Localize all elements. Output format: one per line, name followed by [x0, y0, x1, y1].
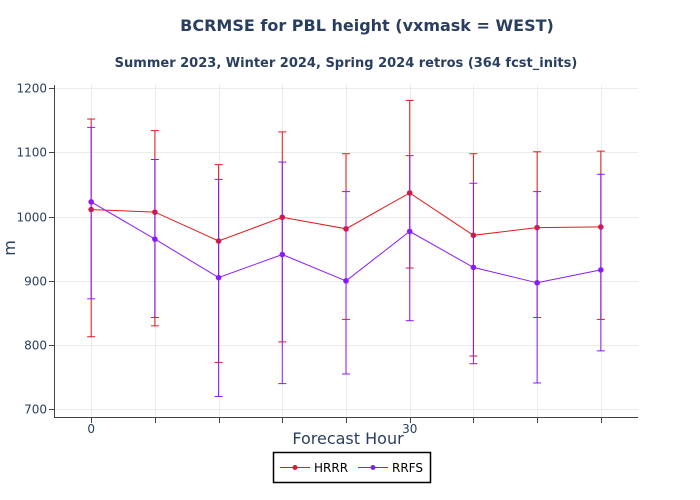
- data-point-rrfs: [343, 278, 349, 284]
- y-tick-label: 1100: [16, 146, 47, 160]
- chart-subtitle: Summer 2023, Winter 2024, Spring 2024 re…: [115, 56, 578, 71]
- legend-item-hrrr[interactable]: HRRR: [280, 461, 348, 475]
- data-point-rrfs: [88, 199, 94, 205]
- data-point-rrfs: [534, 279, 540, 286]
- data-point-rrfs: [152, 236, 158, 242]
- x-axis-title: Forecast Hour: [292, 429, 404, 448]
- chart-title: BCRMSE for PBL height (vxmask = WEST): [180, 16, 554, 35]
- data-point-rrfs: [470, 264, 477, 271]
- legend-item-rrfs[interactable]: RRFS: [358, 461, 423, 475]
- y-tick-label: 900: [24, 275, 47, 289]
- series-rrfs: [87, 126, 605, 397]
- y-tick-label: 800: [24, 339, 47, 353]
- y-axis-title: m: [0, 240, 19, 256]
- legend-marker-hrrr: [292, 465, 298, 470]
- legend: HRRR RRFS: [272, 451, 432, 484]
- series: [87, 99, 605, 397]
- y-tick-label: 700: [24, 403, 47, 417]
- legend-marker-rrfs: [370, 465, 376, 470]
- ticks: 700 800 900 1000 1100 1200 0 30: [16, 82, 602, 436]
- legend-label-hrrr: HRRR: [314, 461, 348, 475]
- x-tick-label: 0: [87, 422, 95, 436]
- legend-label-rrfs: RRFS: [392, 461, 423, 475]
- x-tick-label: 30: [402, 422, 417, 436]
- data-point-rrfs: [406, 228, 413, 235]
- data-point-rrfs: [279, 251, 286, 258]
- data-point-rrfs: [215, 274, 222, 281]
- y-tick-label: 1200: [16, 82, 47, 96]
- y-tick-label: 1000: [16, 211, 47, 225]
- data-point-rrfs: [598, 267, 604, 273]
